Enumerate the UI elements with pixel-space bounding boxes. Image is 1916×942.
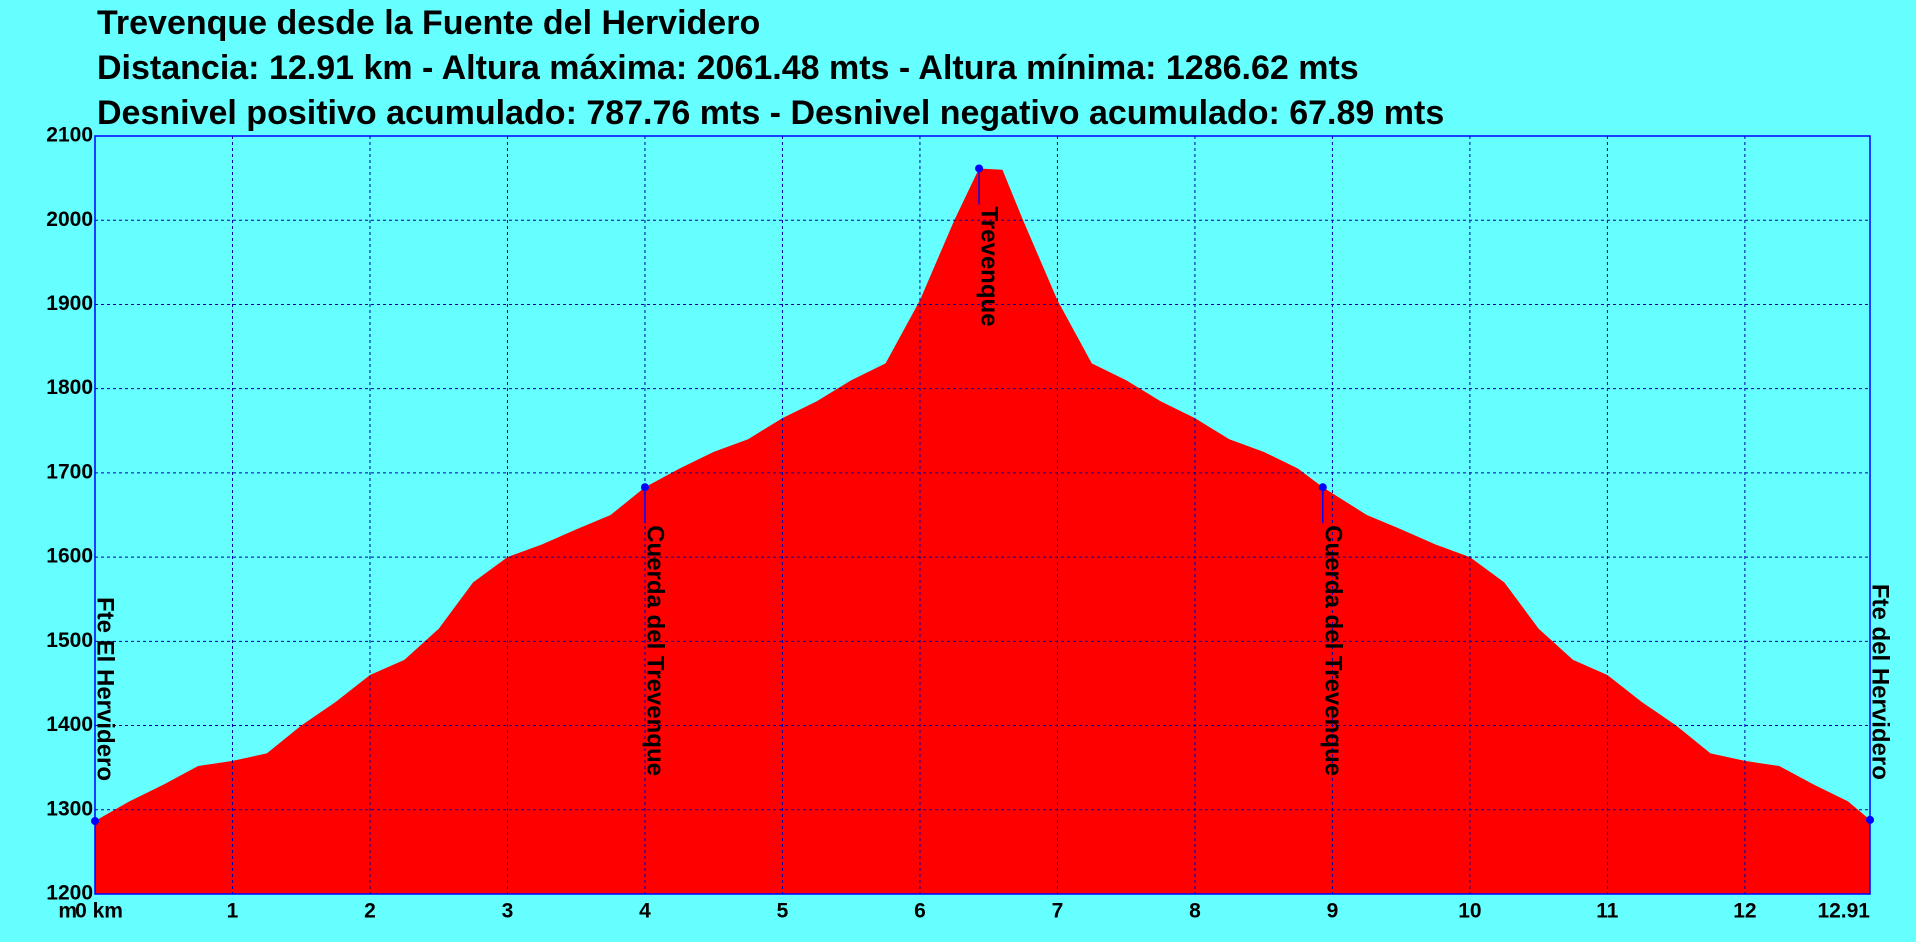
waypoint xyxy=(91,817,99,826)
waypoint-label: Trevenque xyxy=(976,206,1003,326)
y-tick-label: 1200 xyxy=(46,882,93,905)
x-tick-label: 0 km xyxy=(75,900,123,923)
waypoint-label: Fte del Hervidero xyxy=(1867,584,1894,780)
waypoint-label: Fte El Hervidero xyxy=(92,597,119,781)
y-tick-label: 1500 xyxy=(46,629,93,652)
x-tick-label: 12.91 xyxy=(1817,900,1870,923)
waypoint-label: Cuerda del Trevenque xyxy=(642,525,669,776)
plot-border xyxy=(94,135,1871,895)
y-tick-label: 1900 xyxy=(46,292,93,315)
elevation-area xyxy=(95,168,1870,894)
x-tick-label: 3 xyxy=(502,900,514,923)
x-tick-label: 5 xyxy=(777,900,789,923)
x-tick-label: 6 xyxy=(914,900,926,923)
x-tick-label: 2 xyxy=(364,900,376,923)
chart-title: Trevenque desde la Fuente del Hervidero xyxy=(97,4,760,42)
x-tick-label: 9 xyxy=(1327,900,1339,923)
x-tick-label: 11 xyxy=(1596,900,1619,923)
x-tick-label: 7 xyxy=(1052,900,1064,923)
y-tick-label: 2000 xyxy=(46,208,93,231)
y-tick-label: 1300 xyxy=(46,797,93,820)
y-tick-label: 1400 xyxy=(46,713,93,736)
waypoint xyxy=(1866,815,1874,824)
y-tick-label: 1800 xyxy=(46,376,93,399)
y-unit-label: m xyxy=(58,900,77,923)
chart-subtitle: Distancia: 12.91 km - Altura máxima: 206… xyxy=(97,49,1359,87)
x-tick-label: 1 xyxy=(227,900,239,923)
x-tick-label: 12 xyxy=(1733,900,1756,923)
y-tick-label: 2100 xyxy=(46,124,93,147)
x-tick-label: 8 xyxy=(1189,900,1201,923)
y-tick-label: 1700 xyxy=(46,460,93,483)
x-tick-label: 4 xyxy=(639,900,651,923)
x-tick-label: 10 xyxy=(1458,900,1481,923)
y-tick-label: 1600 xyxy=(46,545,93,568)
waypoint-label: Cuerda del Trevenque xyxy=(1319,525,1346,776)
chart-subtitle: Desnivel positivo acumulado: 787.76 mts … xyxy=(97,94,1444,132)
